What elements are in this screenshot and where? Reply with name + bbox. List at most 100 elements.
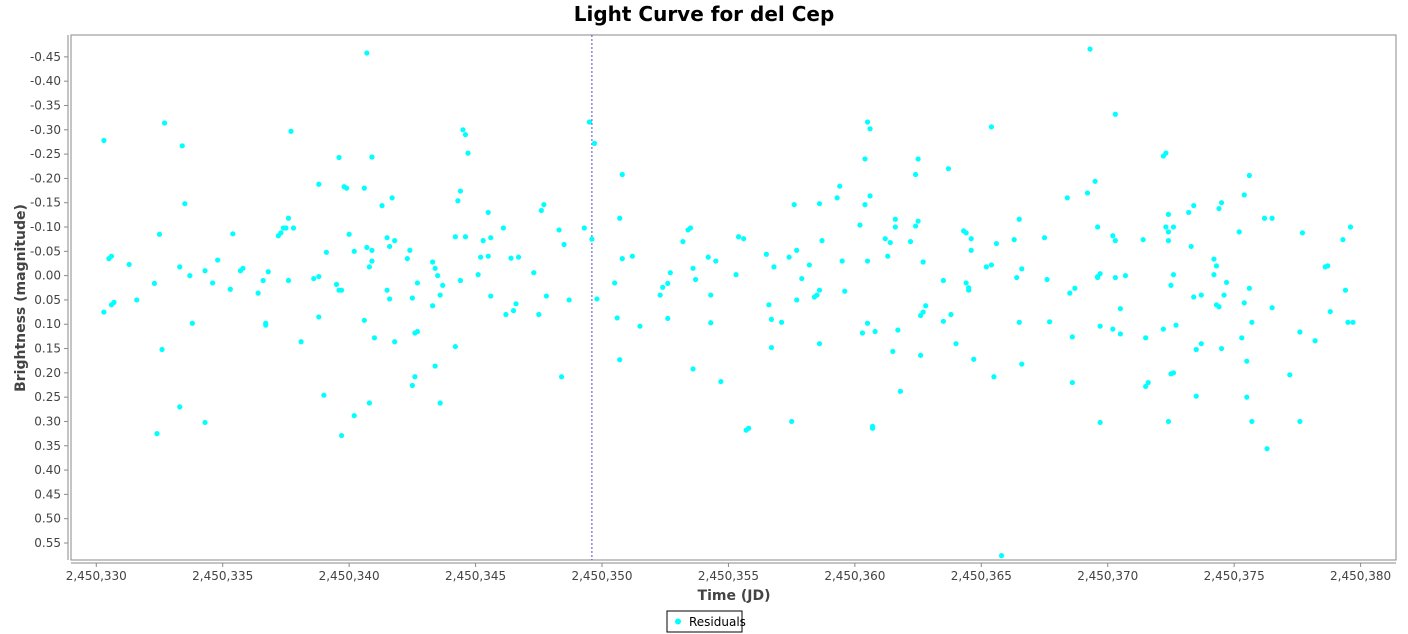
data-point[interactable] bbox=[409, 382, 415, 389]
data-point[interactable] bbox=[819, 238, 825, 244]
data-point[interactable] bbox=[1092, 178, 1098, 184]
data-point[interactable] bbox=[1216, 205, 1222, 212]
data-point[interactable] bbox=[485, 209, 491, 216]
data-point[interactable] bbox=[842, 288, 848, 294]
data-point[interactable] bbox=[735, 234, 742, 240]
data-point[interactable] bbox=[412, 374, 418, 380]
data-point[interactable] bbox=[260, 277, 266, 284]
data-point[interactable] bbox=[429, 259, 436, 265]
data-point[interactable] bbox=[660, 284, 666, 290]
data-point[interactable] bbox=[867, 126, 873, 132]
data-point[interactable] bbox=[862, 156, 868, 162]
data-point[interactable] bbox=[465, 150, 471, 156]
data-point[interactable] bbox=[998, 553, 1005, 559]
data-point[interactable] bbox=[177, 404, 183, 410]
data-point[interactable] bbox=[255, 290, 261, 296]
data-point[interactable] bbox=[771, 264, 777, 270]
data-point[interactable] bbox=[543, 293, 549, 299]
data-point[interactable] bbox=[227, 286, 233, 292]
data-point[interactable] bbox=[1117, 306, 1123, 312]
data-point[interactable] bbox=[392, 238, 398, 244]
data-point[interactable] bbox=[918, 352, 924, 358]
data-point[interactable] bbox=[1312, 338, 1318, 344]
data-point[interactable] bbox=[435, 273, 441, 279]
data-point[interactable] bbox=[1269, 215, 1275, 221]
data-point[interactable] bbox=[920, 309, 926, 315]
data-point[interactable] bbox=[1145, 379, 1151, 386]
data-point[interactable] bbox=[1297, 418, 1303, 425]
data-point[interactable] bbox=[1347, 224, 1354, 230]
data-point[interactable] bbox=[1163, 224, 1169, 230]
data-point[interactable] bbox=[1163, 150, 1169, 156]
data-point[interactable] bbox=[478, 254, 484, 260]
data-point[interactable] bbox=[1244, 394, 1250, 400]
data-point[interactable] bbox=[409, 295, 415, 301]
data-point[interactable] bbox=[869, 425, 876, 431]
data-point[interactable] bbox=[1097, 271, 1103, 277]
data-point[interactable] bbox=[1170, 370, 1177, 376]
data-point[interactable] bbox=[1097, 419, 1103, 426]
data-point[interactable] bbox=[864, 320, 871, 326]
data-point[interactable] bbox=[1112, 111, 1118, 117]
data-point[interactable] bbox=[366, 400, 372, 406]
data-point[interactable] bbox=[637, 323, 643, 329]
data-point[interactable] bbox=[718, 378, 724, 385]
data-point[interactable] bbox=[182, 201, 188, 207]
data-point[interactable] bbox=[351, 248, 357, 254]
data-point[interactable] bbox=[612, 280, 618, 286]
data-point[interactable] bbox=[215, 257, 221, 263]
data-point[interactable] bbox=[857, 222, 863, 228]
data-point[interactable] bbox=[531, 270, 537, 276]
data-point[interactable] bbox=[1072, 285, 1078, 291]
plot-area[interactable] bbox=[70, 34, 1397, 561]
data-point[interactable] bbox=[369, 154, 375, 160]
data-point[interactable] bbox=[440, 282, 446, 288]
data-point[interactable] bbox=[101, 137, 107, 144]
data-point[interactable] bbox=[1173, 322, 1179, 328]
data-point[interactable] bbox=[915, 218, 921, 224]
data-point[interactable] bbox=[515, 254, 522, 260]
data-point[interactable] bbox=[379, 203, 385, 209]
data-point[interactable] bbox=[594, 296, 600, 302]
data-point[interactable] bbox=[179, 143, 185, 149]
data-point[interactable] bbox=[488, 235, 494, 241]
data-point[interactable] bbox=[1239, 335, 1245, 341]
data-point[interactable] bbox=[915, 156, 921, 162]
data-point[interactable] bbox=[414, 280, 421, 286]
data-point[interactable] bbox=[864, 119, 871, 125]
data-point[interactable] bbox=[816, 201, 823, 207]
data-point[interactable] bbox=[837, 183, 843, 189]
data-point[interactable] bbox=[177, 264, 183, 270]
data-point[interactable] bbox=[371, 335, 378, 341]
data-point[interactable] bbox=[263, 322, 269, 328]
data-point[interactable] bbox=[1211, 272, 1217, 278]
data-point[interactable] bbox=[940, 318, 946, 324]
data-point[interactable] bbox=[437, 292, 443, 298]
data-point[interactable] bbox=[912, 223, 919, 229]
data-point[interactable] bbox=[1069, 379, 1075, 386]
data-point[interactable] bbox=[364, 50, 370, 56]
data-point[interactable] bbox=[1165, 229, 1172, 235]
data-point[interactable] bbox=[665, 280, 671, 287]
data-point[interactable] bbox=[1143, 335, 1149, 341]
data-point[interactable] bbox=[1170, 272, 1177, 278]
data-point[interactable] bbox=[202, 268, 208, 274]
data-point[interactable] bbox=[1191, 203, 1197, 209]
data-point[interactable] bbox=[890, 348, 896, 355]
data-point[interactable] bbox=[151, 280, 158, 287]
data-point[interactable] bbox=[1019, 266, 1025, 272]
data-point[interactable] bbox=[1046, 319, 1053, 325]
data-point[interactable] bbox=[1345, 319, 1351, 325]
data-point[interactable] bbox=[816, 287, 823, 293]
data-point[interactable] bbox=[1218, 200, 1225, 206]
data-point[interactable] bbox=[111, 299, 117, 305]
data-point[interactable] bbox=[1297, 329, 1303, 335]
data-point[interactable] bbox=[991, 374, 997, 380]
data-point[interactable] bbox=[1216, 304, 1222, 310]
data-point[interactable] bbox=[766, 302, 772, 308]
data-point[interactable] bbox=[1241, 192, 1247, 198]
data-point[interactable] bbox=[862, 202, 868, 208]
data-point[interactable] bbox=[1186, 209, 1192, 216]
data-point[interactable] bbox=[159, 346, 165, 353]
data-point[interactable] bbox=[240, 265, 246, 271]
